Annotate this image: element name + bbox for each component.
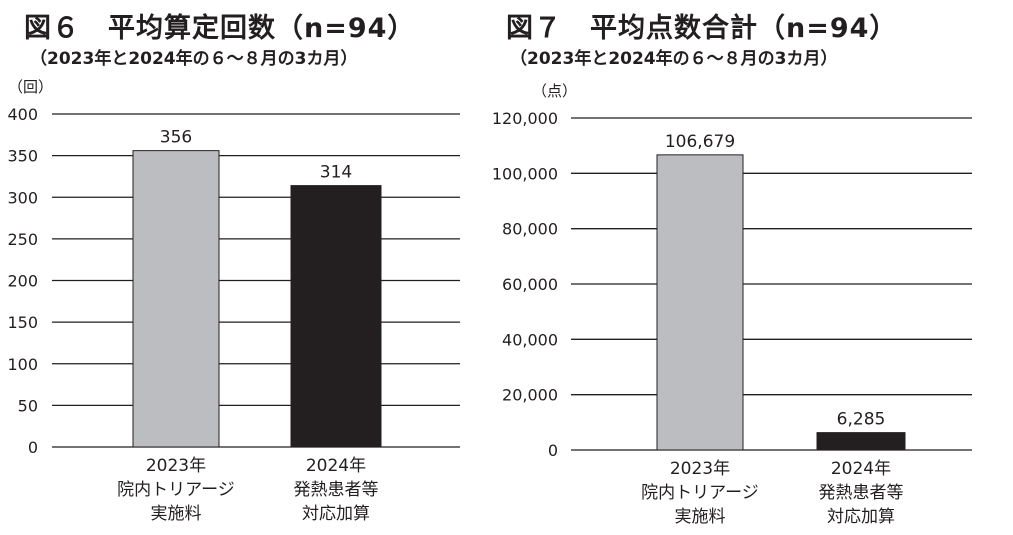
bar bbox=[132, 150, 220, 448]
x-category-label: 実施料 bbox=[675, 507, 726, 527]
data-label: 314 bbox=[320, 163, 352, 183]
bar bbox=[290, 185, 382, 448]
y-tick-label: 250 bbox=[7, 230, 38, 249]
data-label: 356 bbox=[160, 128, 192, 148]
y-tick-label: 200 bbox=[7, 272, 38, 291]
x-category-label: 実施料 bbox=[151, 504, 202, 524]
y-tick-label: 100 bbox=[7, 355, 38, 374]
y-tick-label: 0 bbox=[548, 441, 558, 460]
chart-panel-fig7: 図７ 平均点数合計（n=94） （2023年と2024年の６～８月の3カ月） （… bbox=[490, 0, 1013, 535]
y-tick-label: 20,000 bbox=[502, 386, 558, 405]
x-category-label: 2024年 bbox=[831, 459, 891, 479]
y-tick-label: 60,000 bbox=[502, 275, 558, 294]
data-label: 106,679 bbox=[665, 132, 735, 152]
y-tick-label: 150 bbox=[7, 313, 38, 332]
x-category-label: 2024年 bbox=[306, 456, 366, 476]
x-category-label: 発熱患者等 bbox=[294, 480, 379, 500]
y-tick-label: 80,000 bbox=[502, 220, 558, 239]
x-category-label: 院内トリアージ bbox=[117, 480, 235, 500]
y-tick-label: 0 bbox=[28, 438, 38, 457]
x-category-label: 2023年 bbox=[146, 456, 206, 476]
chart-subtitle: （2023年と2024年の６～８月の3カ月） bbox=[510, 49, 838, 69]
y-tick-label: 400 bbox=[7, 105, 38, 124]
chart-title: 図６ 平均算定回数（n=94） bbox=[24, 13, 416, 44]
y-tick-label: 350 bbox=[7, 147, 38, 166]
y-tick-label: 40,000 bbox=[502, 330, 558, 349]
chart-title: 図７ 平均点数合計（n=94） bbox=[506, 13, 898, 44]
bar-chart-fig6: （回） 0 50 100 150 200 250 300 350 400 356 2023年院内トリア… bbox=[7, 78, 460, 524]
x-category-label: 対応加算 bbox=[827, 507, 895, 527]
x-category-label: 対応加算 bbox=[302, 504, 370, 524]
y-tick-label: 100,000 bbox=[492, 164, 558, 183]
y-tick-label: 50 bbox=[18, 396, 38, 415]
chart-subtitle: （2023年と2024年の６～８月の3カ月） bbox=[30, 49, 358, 69]
bar bbox=[656, 154, 744, 451]
x-category-label: 院内トリアージ bbox=[641, 483, 759, 503]
bar bbox=[816, 432, 906, 451]
y-axis-unit-label: （回） bbox=[8, 78, 53, 96]
y-tick-label: 120,000 bbox=[492, 109, 558, 128]
chart-panel-fig6: 図６ 平均算定回数（n=94） （2023年と2024年の６～８月の3カ月） （… bbox=[0, 0, 480, 535]
y-tick-label: 300 bbox=[7, 188, 38, 207]
bar-chart-fig7: （点） 0 20,000 40,000 60,000 80,000 100,000 120,0… bbox=[492, 82, 972, 527]
x-category-label: 発熱患者等 bbox=[819, 483, 904, 503]
data-label: 6,285 bbox=[837, 410, 886, 430]
x-category-label: 2023年 bbox=[670, 459, 730, 479]
y-axis-unit-label: （点） bbox=[532, 82, 577, 100]
